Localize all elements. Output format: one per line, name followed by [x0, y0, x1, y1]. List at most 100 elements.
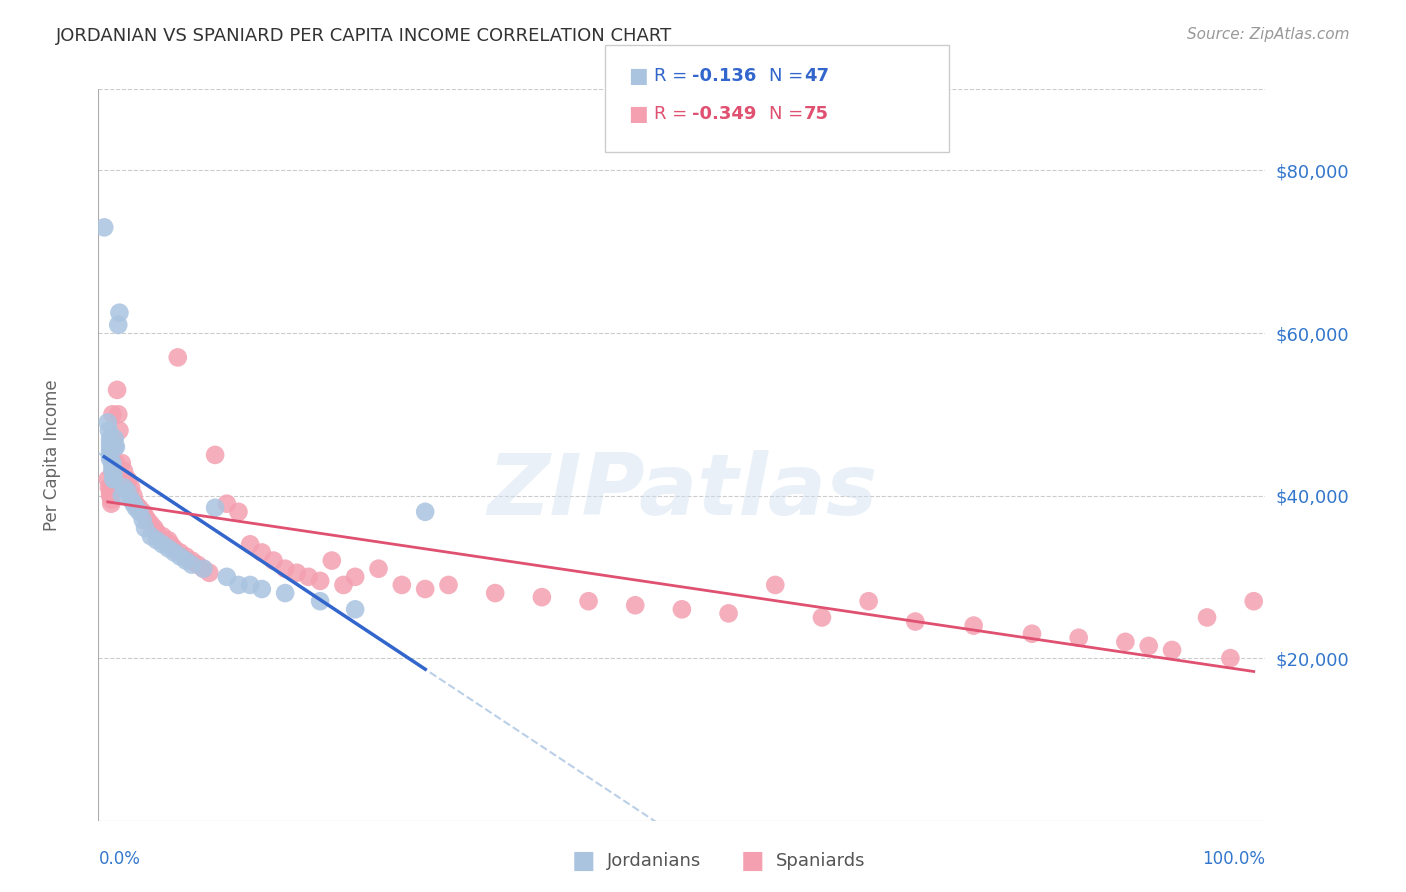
Point: [274, 562, 297, 576]
Point: [193, 562, 215, 576]
Point: [1243, 594, 1265, 608]
Point: [108, 424, 131, 438]
Point: [391, 578, 413, 592]
Point: [93, 220, 115, 235]
Point: [132, 505, 155, 519]
Point: [98, 440, 121, 454]
Point: [98, 489, 121, 503]
Point: [104, 432, 127, 446]
Point: [122, 489, 145, 503]
Point: [413, 505, 436, 519]
Point: [105, 383, 128, 397]
Point: [1114, 635, 1136, 649]
Point: [413, 582, 436, 596]
Point: [152, 529, 174, 543]
Text: -0.349: -0.349: [692, 105, 756, 123]
Point: [262, 553, 284, 567]
Point: [122, 497, 145, 511]
Point: [1137, 639, 1160, 653]
Point: [101, 460, 124, 475]
Point: [132, 513, 155, 527]
Point: [250, 545, 273, 559]
Point: [367, 562, 389, 576]
Point: [117, 484, 139, 499]
Point: [128, 505, 150, 519]
Point: [117, 472, 139, 486]
Point: [103, 468, 125, 483]
Point: [111, 456, 134, 470]
Point: [344, 570, 367, 584]
Point: [309, 594, 332, 608]
Point: [97, 472, 120, 486]
Text: ■: ■: [572, 849, 595, 872]
Point: [107, 407, 129, 421]
Text: 100.0%: 100.0%: [1202, 850, 1265, 868]
Point: [763, 578, 786, 592]
Point: [1161, 643, 1184, 657]
Point: [717, 607, 740, 621]
Point: [108, 306, 131, 320]
Point: [169, 545, 191, 559]
Point: [104, 440, 127, 454]
Point: [344, 602, 367, 616]
Point: [97, 416, 120, 430]
Point: [239, 578, 262, 592]
Point: [321, 553, 343, 567]
Point: [484, 586, 506, 600]
Text: R =: R =: [654, 105, 693, 123]
Point: [578, 594, 600, 608]
Point: [134, 521, 156, 535]
Point: [204, 500, 226, 515]
Text: ■: ■: [741, 849, 763, 872]
Text: N =: N =: [769, 67, 808, 85]
Point: [163, 541, 186, 556]
Point: [97, 480, 120, 494]
Point: [98, 448, 121, 462]
Point: [332, 578, 354, 592]
Text: JORDANIAN VS SPANIARD PER CAPITA INCOME CORRELATION CHART: JORDANIAN VS SPANIARD PER CAPITA INCOME …: [56, 27, 672, 45]
Point: [139, 516, 162, 531]
Point: [98, 432, 121, 446]
Text: 75: 75: [804, 105, 830, 123]
Text: R =: R =: [654, 67, 693, 85]
Point: [136, 513, 159, 527]
Point: [904, 615, 927, 629]
Point: [239, 537, 262, 551]
Point: [100, 497, 122, 511]
Point: [624, 599, 647, 613]
Point: [174, 553, 197, 567]
Text: Jordanians: Jordanians: [607, 852, 702, 870]
Point: [187, 558, 209, 572]
Point: [198, 566, 221, 580]
Point: [104, 440, 127, 454]
Point: [143, 521, 166, 535]
Point: [169, 549, 191, 564]
Text: ZIPatlas: ZIPatlas: [486, 450, 877, 533]
Point: [671, 602, 693, 616]
Point: [146, 525, 169, 540]
Point: [98, 484, 121, 499]
Point: [157, 541, 180, 556]
Point: [1195, 610, 1218, 624]
Point: [811, 610, 834, 624]
Point: [107, 318, 129, 332]
Text: Per Capita Income: Per Capita Income: [42, 379, 60, 531]
Point: [962, 618, 984, 632]
Point: [104, 456, 127, 470]
Point: [120, 492, 142, 507]
Point: [250, 582, 273, 596]
Point: [1021, 626, 1043, 640]
Point: [174, 549, 197, 564]
Point: [858, 594, 880, 608]
Point: [97, 424, 120, 438]
Point: [100, 492, 122, 507]
Point: [111, 489, 134, 503]
Point: [285, 566, 308, 580]
Point: [139, 529, 162, 543]
Text: 0.0%: 0.0%: [98, 850, 141, 868]
Point: [193, 562, 215, 576]
Point: [125, 500, 148, 515]
Point: [215, 570, 238, 584]
Point: [101, 407, 124, 421]
Point: [166, 351, 188, 365]
